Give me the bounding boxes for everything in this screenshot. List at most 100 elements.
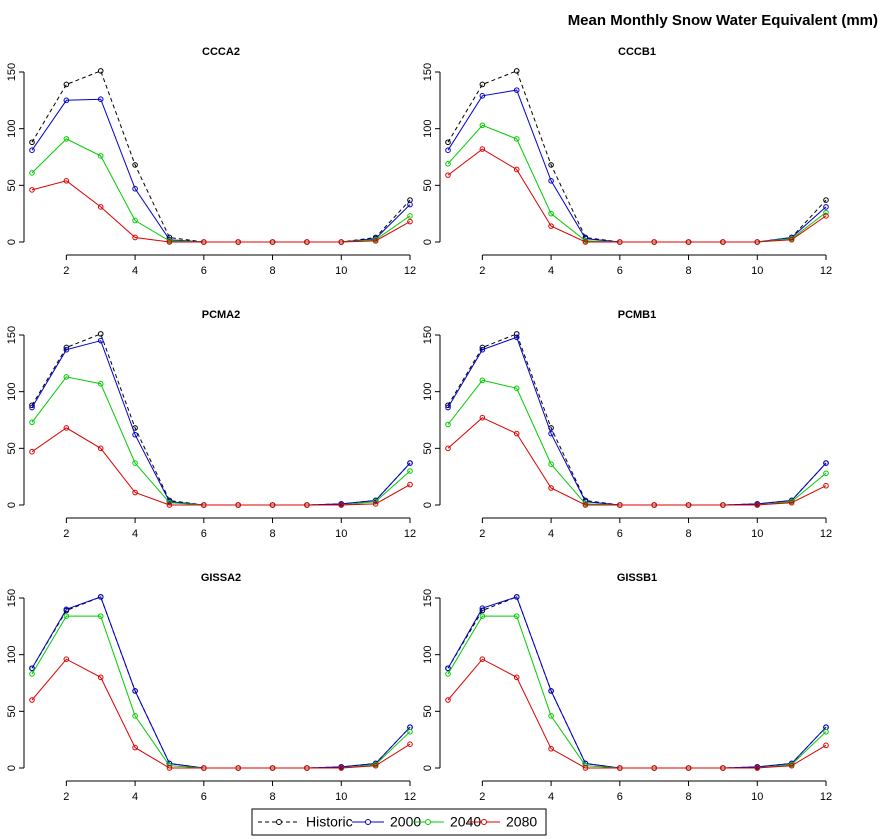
point [304,239,310,245]
point [132,162,138,168]
y-tick-label: 0 [6,502,18,508]
panel: CCCA2 0 50 100 150 2 4 6 8 10 12 [6,46,416,277]
point [548,713,554,719]
point [651,502,657,508]
y-tick-label: 150 [422,63,434,81]
point [29,139,35,146]
series-line [447,89,827,243]
series-line [447,596,827,769]
point [445,445,451,452]
point [97,674,104,681]
series-line [447,417,827,506]
point [617,502,623,508]
point [788,236,795,243]
point [823,204,829,210]
x-tick-label: 4 [132,791,138,803]
panel-title: PCMA2 [202,309,241,321]
y-tick-label: 150 [6,63,18,81]
point [445,161,451,167]
point [582,239,589,245]
point [479,656,486,663]
y-tick-label: 100 [422,645,434,663]
y-tick-label: 150 [6,326,18,344]
series-line [31,333,411,506]
point [132,185,138,192]
point [720,765,726,771]
point [97,153,104,159]
x-tick-label: 6 [201,528,207,540]
y-tick-label: 100 [6,119,18,137]
point [269,239,276,245]
point [338,765,345,771]
point [97,337,104,344]
series-line [447,379,827,506]
point [445,697,451,703]
point [823,213,829,219]
point [445,671,451,677]
point [372,238,379,244]
x-tick-label: 2 [479,528,485,540]
point [132,217,138,224]
point [788,762,795,769]
point [338,239,345,245]
point [407,741,413,748]
point [235,239,241,245]
y-tick-label: 0 [422,502,434,508]
point [29,697,35,703]
point [97,380,104,387]
series-line [31,98,411,243]
point [132,431,138,438]
point [63,425,70,431]
point [651,239,657,245]
point [97,68,104,74]
x-tick-label: 10 [335,528,347,540]
point [201,765,207,771]
point [548,461,554,468]
point [63,346,70,353]
point [513,334,520,341]
panel-title: CCCB1 [618,46,656,58]
point [132,688,138,694]
point [445,665,451,672]
x-tick-label: 4 [548,528,554,540]
series-line [447,615,827,769]
point [63,136,70,142]
x-tick-label: 6 [617,791,623,803]
x-tick-label: 10 [751,265,763,277]
point [548,430,554,437]
legend-marker [481,819,487,825]
point [29,419,35,426]
point [372,762,379,769]
point [548,223,554,229]
point [720,239,726,245]
panel-title: PCMB1 [618,309,657,321]
point [513,613,520,619]
point [63,613,70,619]
point [754,239,761,245]
x-tick-label: 8 [685,528,691,540]
legend-label: Historic [306,814,353,830]
x-tick-label: 12 [820,265,832,277]
point [407,460,413,466]
point [407,481,413,488]
point [29,665,35,672]
point [372,501,379,507]
point [407,468,413,474]
series-line [31,180,411,243]
x-tick-label: 2 [63,791,69,803]
x-tick-label: 2 [479,265,485,277]
point [29,147,35,153]
x-tick-label: 12 [820,791,832,803]
y-tick-label: 150 [422,589,434,607]
x-tick-label: 4 [548,265,554,277]
point [63,656,70,663]
series-line [31,596,411,769]
panel-title: CCCA2 [202,46,240,58]
point [269,765,276,771]
point [407,201,413,208]
x-tick-label: 10 [335,791,347,803]
y-tick-label: 100 [6,645,18,663]
point [582,765,589,771]
series-line [447,658,827,769]
point [479,122,486,129]
